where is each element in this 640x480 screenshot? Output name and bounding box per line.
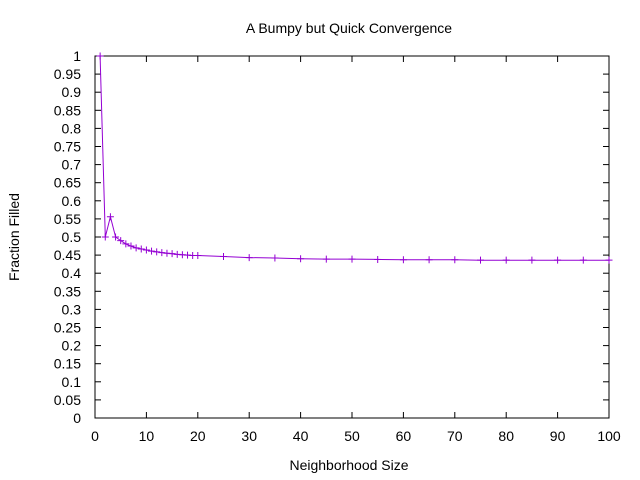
series-line [99,55,609,261]
y-tick-label: 0.8 [62,120,82,136]
data-point-marker [502,256,510,264]
x-tick-label: 50 [344,428,360,444]
data-point-marker [605,256,613,264]
data-point-marker [425,256,433,264]
data-point-marker [220,253,227,261]
y-tick-label: 0.4 [62,265,82,281]
data-point-marker [153,248,161,256]
y-tick-label: 0.25 [54,320,81,336]
x-tick-label: 70 [447,428,463,444]
y-tick-label: 0.45 [54,247,81,263]
y-tick-label: 0.9 [62,84,82,100]
data-point-marker [245,254,253,262]
chart-title: A Bumpy but Quick Convergence [246,20,452,36]
x-tick-label: 10 [139,428,155,444]
data-point-marker [148,247,156,255]
data-point-marker [142,246,150,254]
x-tick-label: 90 [550,428,566,444]
y-tick-label: 0.95 [54,66,81,82]
y-tick-label: 0.7 [62,157,82,173]
y-axis-title: Fraction Filled [6,193,22,281]
y-tick-label: 0 [73,410,81,426]
y-tick-label: 0.85 [54,102,81,118]
data-point-marker [158,249,166,257]
plot-frame [94,55,610,419]
data-point-marker [297,255,305,263]
x-axis-title: Neighborhood Size [289,457,408,473]
x-tick-label: 80 [498,428,514,444]
y-tick-label: 0.65 [54,175,81,191]
data-point-marker [554,256,562,264]
data-point-marker [271,254,279,262]
data-point-marker [112,233,120,241]
data-point-marker [117,237,125,245]
axes: 0 0.05 0.1 0.15 0.2 0.25 0.3 0.35 0.4 0.45 0.5 0.55… [54,48,621,444]
data-point-marker [96,52,104,60]
x-tick-label: 20 [190,428,206,444]
y-tick-label: 0.1 [62,374,82,390]
y-tick-label: 0.35 [54,283,81,299]
data-point-marker [451,256,459,264]
data-point-marker [528,256,536,264]
x-tick-label: 0 [91,428,99,444]
y-tick-label: 0.6 [62,193,82,209]
y-tick-label: 0.5 [62,229,82,245]
data-point-marker [106,213,114,221]
data-point-marker [122,240,130,248]
data-point-marker [399,256,407,264]
data-point-marker [477,256,484,264]
data-point-marker [127,242,135,250]
x-tick-label: 30 [241,428,257,444]
y-tick-label: 0.3 [62,301,82,317]
data-point-marker [374,255,382,263]
y-tick-label: 0.55 [54,211,81,227]
data-point-marker [348,255,356,263]
y-tick-label: 1 [73,48,81,64]
x-tick-label: 40 [293,428,309,444]
x-tick-label: 100 [597,428,621,444]
plot-area [96,52,613,264]
data-point-marker [322,255,330,263]
y-tick-label: 0.75 [54,139,81,155]
x-tick-label: 60 [396,428,412,444]
data-point-marker [194,251,202,259]
data-point-marker [101,233,109,241]
data-point-marker [132,244,140,252]
data-point-marker [137,245,145,253]
data-point-marker [168,250,176,258]
y-tick-label: 0.15 [54,356,81,372]
y-tick-label: 0.05 [54,392,81,408]
data-point-marker [579,256,587,264]
y-tick-label: 0.2 [62,338,82,354]
